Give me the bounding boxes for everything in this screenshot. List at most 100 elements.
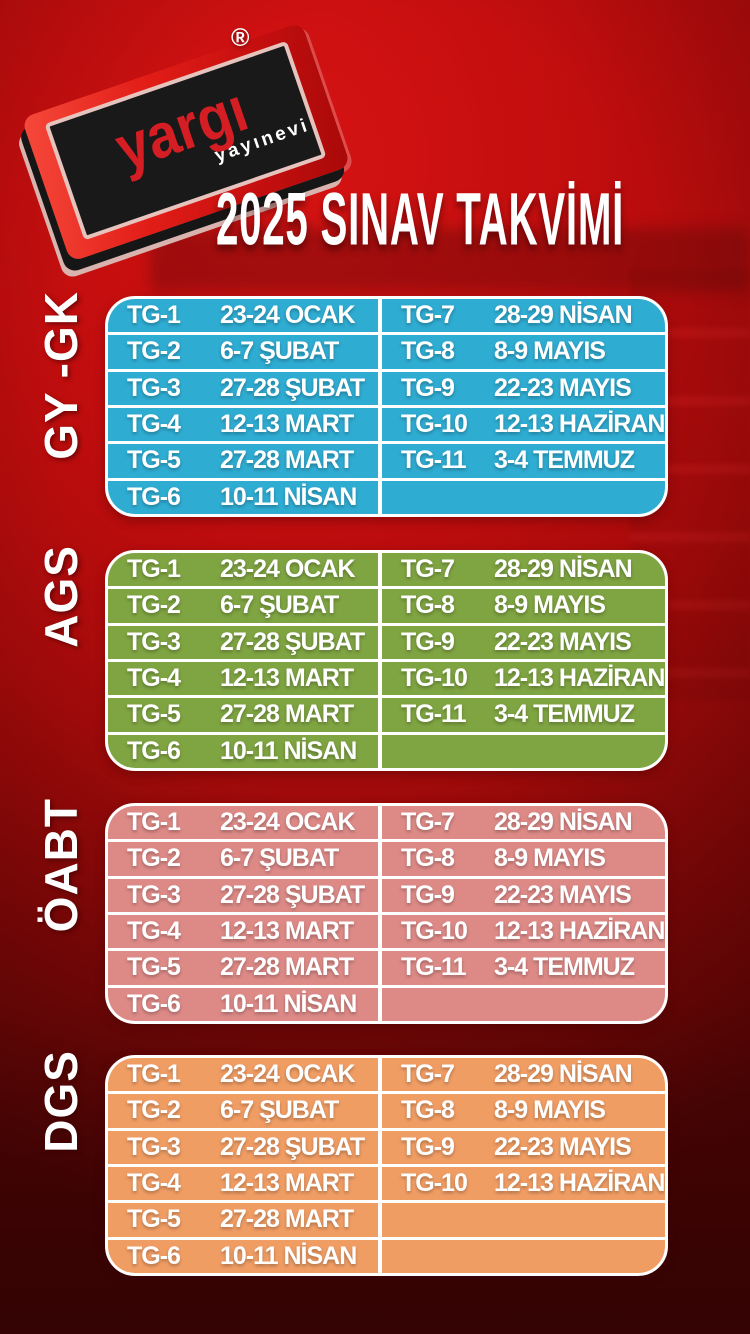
exam-code: TG-5 — [127, 953, 181, 982]
exam-code: TG-2 — [127, 1096, 181, 1125]
exam-date: 12-13 MART — [220, 664, 354, 693]
section-label-ags: AGS — [32, 545, 94, 648]
table-row — [382, 987, 665, 1021]
table-row: TG-10 12-13 HAZİRAN — [382, 661, 665, 696]
exam-code: TG-8 — [401, 337, 455, 366]
exam-date: 22-23 MAYIS — [494, 373, 632, 402]
exam-date: 28-29 NİSAN — [494, 555, 633, 584]
exam-date: 27-28 ŞUBAT — [220, 373, 365, 402]
table-row: TG-1 23-24 OCAK — [108, 1058, 378, 1092]
table-left-column: TG-1 23-24 OCAK TG-2 6-7 ŞUBAT TG-3 27-28 ŞUB… — [108, 299, 378, 514]
exam-code: TG-8 — [401, 1096, 455, 1125]
table-row: TG-1 23-24 OCAK — [108, 806, 378, 840]
table-row: TG-9 22-23 MAYIS — [382, 371, 665, 405]
table-left-column: TG-1 23-24 OCAK TG-2 6-7 ŞUBAT TG-3 27-28 ŞUB… — [108, 553, 378, 768]
exam-date: 22-23 MAYIS — [494, 627, 632, 656]
exam-table-gy-gk: TG-1 23-24 OCAK TG-2 6-7 ŞUBAT TG-3 27-28 ŞUB… — [105, 296, 668, 517]
table-row: TG-7 28-29 NİSAN — [382, 1058, 665, 1092]
exam-table-ags: TG-1 23-24 OCAK TG-2 6-7 ŞUBAT TG-3 27-28 ŞUB… — [105, 550, 668, 771]
table-row: TG-5 27-28 MART — [108, 698, 378, 732]
exam-code: TG-1 — [127, 808, 181, 837]
exam-code: TG-2 — [127, 844, 181, 873]
section-label-oabt: ÖABT — [32, 798, 94, 932]
exam-code: TG-7 — [401, 301, 455, 330]
exam-code: TG-3 — [127, 627, 181, 656]
exam-date: 6-7 ŞUBAT — [220, 591, 339, 620]
table-row: TG-2 6-7 ŞUBAT — [108, 1094, 378, 1128]
exam-date: 23-24 OCAK — [220, 301, 356, 330]
section-label-text: DGS — [35, 1050, 87, 1153]
table-row: TG-1 23-24 OCAK — [108, 553, 378, 587]
exam-date: 3-4 TEMMUZ — [494, 953, 635, 982]
table-row — [382, 1239, 665, 1273]
table-left-column: TG-1 23-24 OCAK TG-2 6-7 ŞUBAT TG-3 27-28 ŞUB… — [108, 806, 378, 1021]
table-row: TG-3 27-28 ŞUBAT — [108, 625, 378, 659]
table-row: TG-10 12-13 HAZİRAN — [382, 407, 665, 442]
exam-date: 22-23 MAYIS — [494, 880, 632, 909]
exam-date: 27-28 ŞUBAT — [220, 627, 365, 656]
exam-date: 10-11 NİSAN — [220, 482, 357, 511]
background-classroom-photo — [150, 228, 750, 292]
exam-code: TG-4 — [127, 664, 181, 693]
exam-code: TG-10 — [401, 410, 468, 439]
exam-code: TG-5 — [127, 700, 181, 729]
exam-date: 12-13 MART — [220, 917, 354, 946]
exam-date: 28-29 NİSAN — [494, 808, 633, 837]
exam-date: 10-11 NİSAN — [220, 989, 357, 1018]
table-row: TG-4 12-13 MART — [108, 661, 378, 696]
table-row: TG-4 12-13 MART — [108, 914, 378, 949]
exam-code: TG-4 — [127, 917, 181, 946]
table-row: TG-1 23-24 OCAK — [108, 299, 378, 333]
exam-date: 23-24 OCAK — [220, 808, 356, 837]
table-row: TG-5 27-28 MART — [108, 444, 378, 478]
table-left-column: TG-1 23-24 OCAK TG-2 6-7 ŞUBAT TG-3 27-28 ŞUB… — [108, 1058, 378, 1273]
table-row — [382, 734, 665, 768]
exam-code: TG-6 — [127, 482, 181, 511]
page-title: 2025 SINAV TAKVİMİ — [216, 177, 625, 261]
exam-date: 23-24 OCAK — [220, 555, 356, 584]
table-row: TG-8 8-9 MAYIS — [382, 335, 665, 369]
exam-code: TG-7 — [401, 808, 455, 837]
table-right-column: TG-7 28-29 NİSAN TG-8 8-9 MAYIS TG-9 22-23 MA… — [382, 553, 665, 768]
table-row: TG-8 8-9 MAYIS — [382, 589, 665, 623]
exam-code: TG-4 — [127, 410, 181, 439]
table-row: TG-4 12-13 MART — [108, 407, 378, 442]
table-row: TG-2 6-7 ŞUBAT — [108, 589, 378, 623]
exam-date: 27-28 MART — [220, 1205, 354, 1234]
exam-date: 23-24 OCAK — [220, 1060, 356, 1089]
exam-date: 3-4 TEMMUZ — [494, 446, 635, 475]
exam-table-oabt: TG-1 23-24 OCAK TG-2 6-7 ŞUBAT TG-3 27-28 ŞUB… — [105, 803, 668, 1024]
table-row: TG-3 27-28 ŞUBAT — [108, 1130, 378, 1164]
exam-date: 12-13 HAZİRAN — [494, 664, 665, 693]
exam-code: TG-11 — [401, 953, 466, 982]
table-row: TG-8 8-9 MAYIS — [382, 842, 665, 876]
exam-code: TG-9 — [401, 627, 455, 656]
table-row: TG-4 12-13 MART — [108, 1166, 378, 1201]
exam-date: 8-9 MAYIS — [494, 337, 606, 366]
exam-code: TG-1 — [127, 1060, 181, 1089]
exam-code: TG-10 — [401, 1169, 468, 1198]
table-row: TG-11 3-4 TEMMUZ — [382, 698, 665, 732]
table-row: TG-6 10-11 NİSAN — [108, 734, 378, 768]
exam-date: 27-28 MART — [220, 700, 354, 729]
section-oabt: ÖABT TG-1 23-24 OCAK TG-2 6-7 ŞUBAT TG-3 27-2… — [0, 798, 750, 1024]
exam-date: 12-13 HAZİRAN — [494, 410, 665, 439]
section-ags: AGS TG-1 23-24 OCAK TG-2 6-7 ŞUBAT TG-3 27-28… — [0, 545, 750, 771]
exam-code: TG-10 — [401, 917, 468, 946]
exam-date: 27-28 MART — [220, 446, 354, 475]
brand-logo: yargı yayınevi ® — [0, 0, 400, 290]
table-row: TG-9 22-23 MAYIS — [382, 1130, 665, 1164]
table-row: TG-7 28-29 NİSAN — [382, 806, 665, 840]
exam-code: TG-6 — [127, 736, 181, 765]
exam-date: 6-7 ŞUBAT — [220, 337, 339, 366]
exam-date: 6-7 ŞUBAT — [220, 844, 339, 873]
section-gy-gk: GY -GK TG-1 23-24 OCAK TG-2 6-7 ŞUBAT TG-3 27… — [0, 291, 750, 517]
table-row: TG-7 28-29 NİSAN — [382, 553, 665, 587]
exam-date: 28-29 NİSAN — [494, 1060, 633, 1089]
table-row: TG-3 27-28 ŞUBAT — [108, 371, 378, 405]
section-label-gy-gk: GY -GK — [32, 291, 94, 460]
table-row: TG-9 22-23 MAYIS — [382, 625, 665, 659]
exam-code: TG-9 — [401, 880, 455, 909]
exam-code: TG-3 — [127, 880, 181, 909]
table-right-column: TG-7 28-29 NİSAN TG-8 8-9 MAYIS TG-9 22-23 MA… — [382, 1058, 665, 1273]
